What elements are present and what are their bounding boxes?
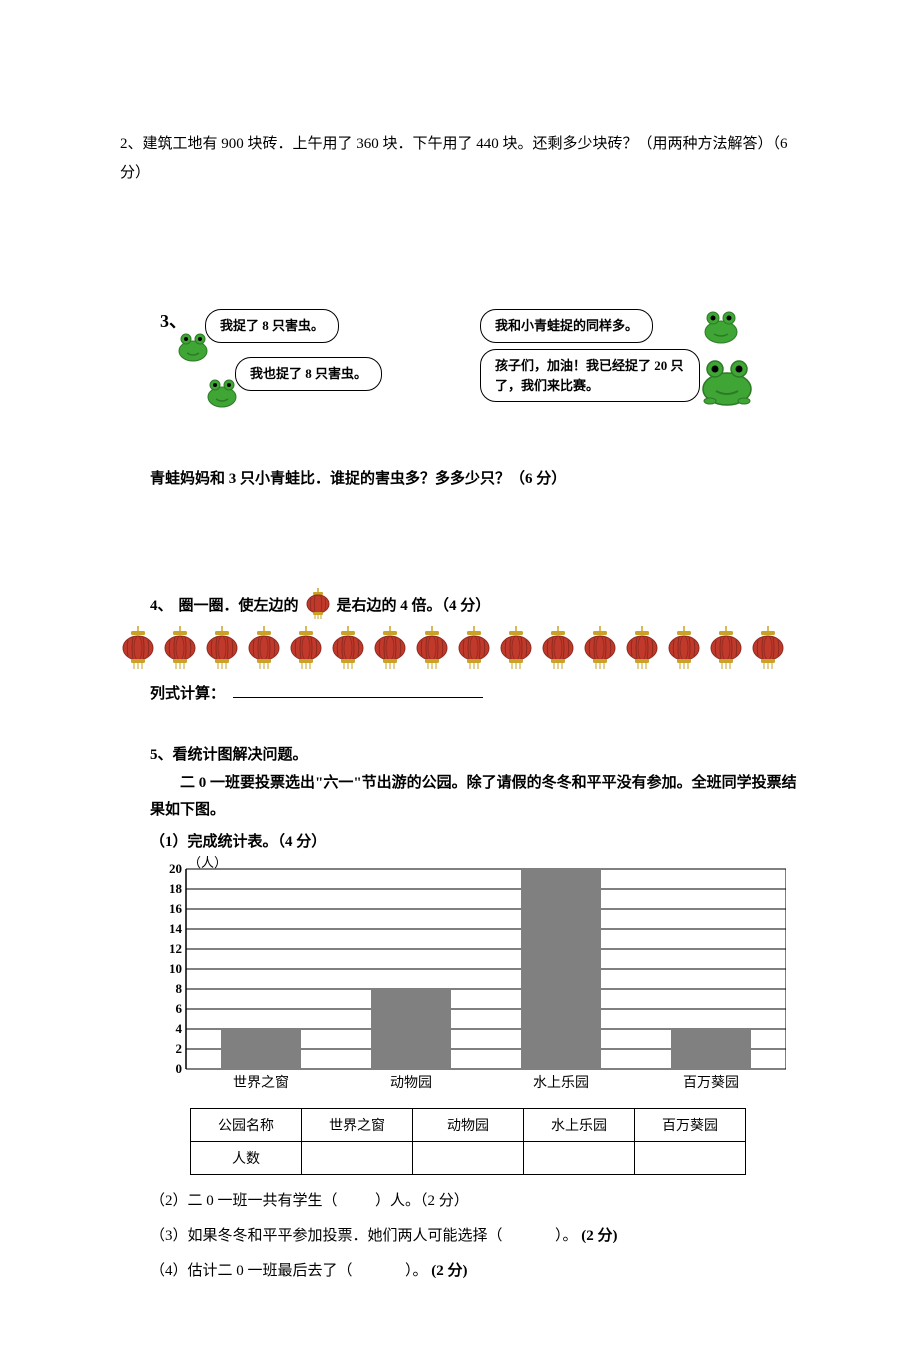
bar-chart: （人） 0 2 4 6 8 10 12 14 16 18 20 世界之窗 动物园 水上乐园 百万葵园: [146, 855, 800, 1096]
sub4-pts: (2 分): [431, 1263, 467, 1279]
svg-text:（人）: （人）: [188, 855, 227, 870]
svg-text:10: 10: [169, 961, 182, 976]
sub2-a: （2）二 0 一班一共有学生（: [150, 1193, 338, 1209]
answer-blank-line[interactable]: [233, 682, 483, 698]
frog-icon-mom: [698, 355, 756, 407]
q5-title: 5、看统计图解决问题。: [150, 743, 800, 764]
lantern-icon: [414, 626, 450, 670]
row-label: 人数: [191, 1142, 302, 1175]
bubble3-text: 我和小青蛙捉的同样多。: [495, 318, 638, 333]
lantern-icon: [288, 626, 324, 670]
q5-sub4: （4）估计二 0 一班最后去了（ ）。 (2 分): [150, 1259, 800, 1280]
cell-blank-2[interactable]: [413, 1142, 524, 1175]
speech-bubble-frog1: 我捉了 8 只害虫。: [205, 309, 339, 343]
sub3-a: （3）如果冬冬和平平参加投票．她们两人可能选择（: [150, 1228, 503, 1244]
frog-icon-2: [204, 375, 240, 409]
q2-text: 2、建筑工地有 900 块砖．上午用了 360 块．下午用了 440 块。还剩多…: [120, 136, 788, 181]
cell-blank-3[interactable]: [524, 1142, 635, 1175]
sub2-b: ）人。（2 分）: [375, 1193, 469, 1209]
lantern-row: [120, 626, 800, 670]
lantern-icon: [624, 626, 660, 670]
lantern-icon: [456, 626, 492, 670]
question-5: 5、看统计图解决问题。 二 0 一班要投票选出"六一"节出游的公园。除了请假的冬…: [150, 743, 800, 1280]
q5-description: 二 0 一班要投票选出"六一"节出游的公园。除了请假的冬冬和平平没有参加。全班同…: [150, 770, 800, 824]
q3-question-text: 青蛙妈妈和 3 只小青蛙比．谁捉的害虫多？多多少只？（6 分）: [150, 467, 800, 488]
worksheet-page: 2、建筑工地有 900 块砖．上午用了 360 块．下午用了 440 块。还剩多…: [0, 0, 920, 1360]
svg-text:0: 0: [176, 1061, 183, 1076]
q4-title-after: 是右边的 4 倍。（4 分）: [337, 594, 491, 615]
question-3-figure: 3、 我捉了 8 只害虫。 我也捉了 8 只害虫。 我和小青蛙捉的同样多。 孩子…: [120, 307, 800, 457]
sub3-pts: (2 分): [581, 1228, 617, 1244]
lantern-icon: [498, 626, 534, 670]
svg-text:8: 8: [176, 981, 183, 996]
q4-title-before: 圈一圈．使左边的: [179, 594, 299, 615]
lantern-icon: [540, 626, 576, 670]
svg-text:世界之窗: 世界之窗: [233, 1074, 289, 1091]
th-col-3: 水上乐园: [524, 1109, 635, 1142]
svg-text:20: 20: [169, 861, 182, 876]
lantern-icon: [708, 626, 744, 670]
svg-text:2: 2: [176, 1041, 183, 1056]
sub4-b: ）。: [405, 1263, 428, 1279]
svg-text:百万葵园: 百万葵园: [683, 1075, 739, 1091]
table-header-row: 公园名称 世界之窗 动物园 水上乐园 百万葵园: [191, 1109, 746, 1142]
lantern-icon: [204, 626, 240, 670]
lantern-icon: [246, 626, 282, 670]
lantern-icon: [330, 626, 366, 670]
table-data-row: 人数: [191, 1142, 746, 1175]
speech-bubble-frog3: 我和小青蛙捉的同样多。: [480, 309, 653, 343]
svg-text:动物园: 动物园: [390, 1075, 432, 1091]
svg-text:12: 12: [169, 941, 182, 956]
q4-calc-label: 列式计算：: [150, 682, 225, 703]
q4-calc-row: 列式计算：: [150, 682, 800, 703]
bubble4-text: 孩子们，加油！我已经捉了 20 只了，我们来比赛。: [495, 358, 684, 393]
lantern-icon: [120, 626, 156, 670]
svg-text:14: 14: [169, 921, 183, 936]
speech-bubble-frog2: 我也捉了 8 只害虫。: [235, 357, 382, 391]
speech-bubble-mom: 孩子们，加油！我已经捉了 20 只了，我们来比赛。: [480, 349, 700, 402]
th-park-name: 公园名称: [191, 1109, 302, 1142]
q5-sub2: （2）二 0 一班一共有学生（ ）人。（2 分）: [150, 1189, 800, 1210]
lantern-icon: [666, 626, 702, 670]
sub2-blank[interactable]: [341, 1193, 371, 1209]
q4-number: 4、: [150, 594, 173, 615]
q5-sub1: （1）完成统计表。（4 分）: [150, 830, 800, 851]
bubble1-text: 我捉了 8 只害虫。: [220, 318, 324, 333]
sub4-a: （4）估计二 0 一班最后去了（: [150, 1263, 353, 1279]
lantern-icon: [582, 626, 618, 670]
stats-table: 公园名称 世界之窗 动物园 水上乐园 百万葵园 人数: [190, 1108, 746, 1175]
lantern-icon-inline: [305, 588, 331, 620]
svg-text:18: 18: [169, 881, 183, 896]
th-col-2: 动物园: [413, 1109, 524, 1142]
th-col-1: 世界之窗: [302, 1109, 413, 1142]
lantern-icon: [162, 626, 198, 670]
svg-text:6: 6: [176, 1001, 183, 1016]
frog-icon-1: [175, 329, 211, 363]
question-2: 2、建筑工地有 900 块砖．上午用了 360 块．下午用了 440 块。还剩多…: [120, 130, 800, 187]
sub3-blank[interactable]: [506, 1228, 551, 1244]
cell-blank-1[interactable]: [302, 1142, 413, 1175]
frog-icon-3: [700, 307, 742, 345]
sub4-blank[interactable]: [356, 1263, 401, 1279]
svg-text:4: 4: [176, 1021, 183, 1036]
sub3-b: ）。: [555, 1228, 578, 1244]
question-4: 4、 圈一圈．使左边的 是右边的 4 倍。（4 分）: [150, 588, 800, 703]
svg-text:水上乐园: 水上乐园: [533, 1075, 589, 1091]
q5-sub3: （3）如果冬冬和平平参加投票．她们两人可能选择（ ）。 (2 分): [150, 1224, 800, 1245]
cell-blank-4[interactable]: [635, 1142, 746, 1175]
lantern-icon: [372, 626, 408, 670]
svg-text:16: 16: [169, 901, 183, 916]
q4-title-row: 4、 圈一圈．使左边的 是右边的 4 倍。（4 分）: [150, 588, 800, 620]
lantern-icon: [750, 626, 786, 670]
bubble2-text: 我也捉了 8 只害虫。: [250, 366, 367, 381]
th-col-4: 百万葵园: [635, 1109, 746, 1142]
